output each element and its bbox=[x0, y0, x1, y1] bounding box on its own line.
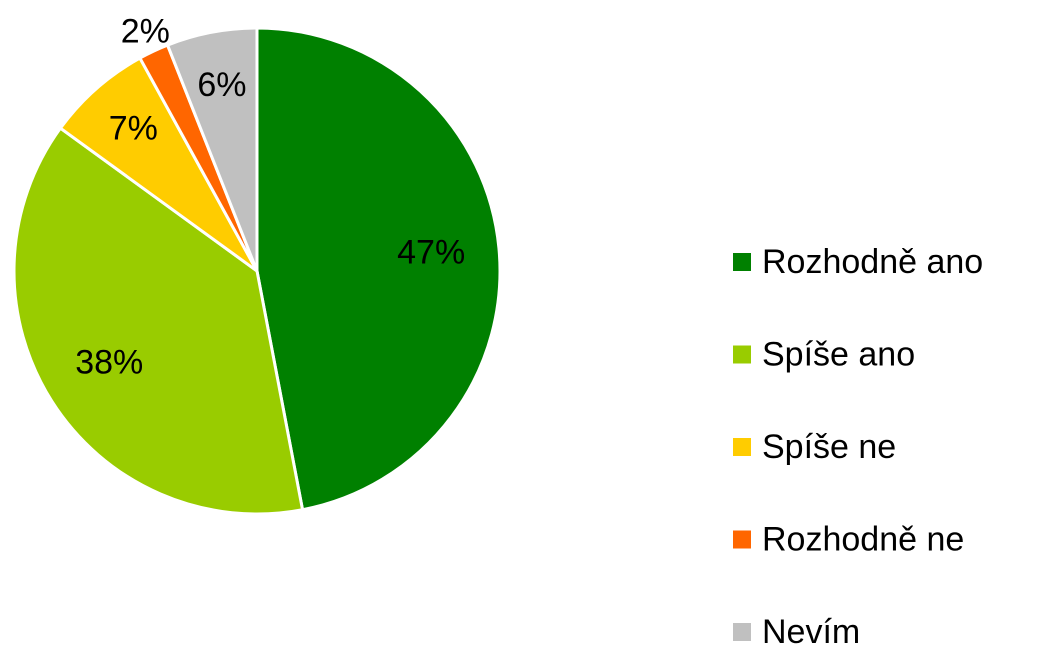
pie-slice bbox=[12, 126, 305, 516]
legend-label: Spíše ano bbox=[762, 335, 915, 373]
legend-label: Rozhodně ne bbox=[762, 520, 964, 558]
data-label: 6% bbox=[197, 66, 246, 104]
pie-slice bbox=[165, 26, 259, 272]
legend-swatch bbox=[733, 438, 751, 456]
data-label: 47% bbox=[397, 234, 465, 272]
legend-label: Nevím bbox=[762, 613, 860, 647]
legend-label: Rozhodně ano bbox=[762, 243, 983, 281]
legend-label: Spíše ne bbox=[762, 428, 896, 466]
legend-swatch bbox=[733, 345, 751, 364]
legend-swatch bbox=[733, 623, 751, 641]
pie-slice bbox=[255, 26, 502, 512]
data-label: 2% bbox=[121, 13, 170, 51]
data-label: 7% bbox=[109, 110, 158, 148]
legend-swatch bbox=[733, 530, 751, 549]
pie-slice bbox=[58, 56, 259, 273]
data-label: 38% bbox=[75, 344, 143, 382]
legend-swatch bbox=[733, 253, 751, 271]
